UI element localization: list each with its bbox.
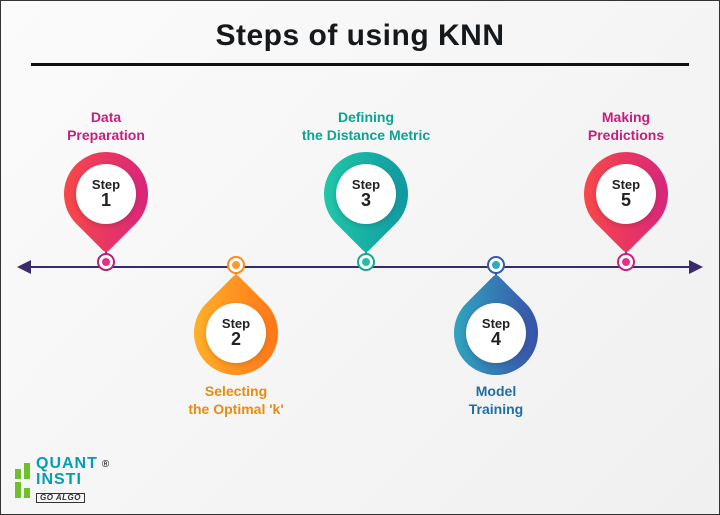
page-title: Steps of using KNN bbox=[1, 1, 719, 53]
step-pin-inner: Step3 bbox=[336, 164, 396, 224]
step-number: 1 bbox=[101, 191, 111, 210]
step-pin-icon: Step2 bbox=[194, 291, 278, 375]
step-5: Making Predictions Step5 bbox=[556, 109, 696, 271]
logo-text: QUANT INSTI GO ALGO bbox=[36, 456, 98, 504]
step-2: Step2 Selecting the Optimal 'k' bbox=[166, 257, 306, 418]
logo-sub: GO ALGO bbox=[36, 493, 85, 503]
registered-icon: ® bbox=[102, 459, 109, 470]
step-pin-inner: Step1 bbox=[76, 164, 136, 224]
step-label: Data Preparation bbox=[36, 109, 176, 144]
step-pin-icon: Step5 bbox=[584, 152, 668, 236]
step-4: Step4 Model Training bbox=[426, 257, 566, 418]
timeline-dot-icon bbox=[487, 256, 505, 274]
step-pin-icon: Step3 bbox=[324, 152, 408, 236]
step-pin-inner: Step5 bbox=[596, 164, 656, 224]
logo-mark-icon bbox=[15, 463, 30, 498]
step-word: Step bbox=[352, 178, 380, 192]
timeline-dot-icon bbox=[357, 253, 375, 271]
step-word: Step bbox=[222, 317, 250, 331]
timeline-dot-icon bbox=[97, 253, 115, 271]
step-word: Step bbox=[482, 317, 510, 331]
step-word: Step bbox=[92, 178, 120, 192]
step-number: 5 bbox=[621, 191, 631, 210]
logo-line2: INSTI bbox=[36, 472, 98, 488]
step-pin-inner: Step4 bbox=[466, 303, 526, 363]
step-label: Model Training bbox=[426, 383, 566, 418]
arrow-left-icon bbox=[17, 260, 31, 274]
step-3: Defining the Distance Metric Step3 bbox=[296, 109, 436, 271]
step-label: Selecting the Optimal 'k' bbox=[166, 383, 306, 418]
timeline-dot-icon bbox=[227, 256, 245, 274]
title-underline bbox=[31, 63, 689, 66]
step-pin-icon: Step1 bbox=[64, 152, 148, 236]
timeline-dot-icon bbox=[617, 253, 635, 271]
step-label: Defining the Distance Metric bbox=[296, 109, 436, 144]
step-1: Data Preparation Step1 bbox=[36, 109, 176, 271]
step-word: Step bbox=[612, 178, 640, 192]
step-number: 3 bbox=[361, 191, 371, 210]
logo-line1: QUANT bbox=[36, 456, 98, 472]
step-number: 4 bbox=[491, 330, 501, 349]
brand-logo: QUANT INSTI GO ALGO ® bbox=[15, 456, 111, 504]
step-pin-icon: Step4 bbox=[454, 291, 538, 375]
step-pin-inner: Step2 bbox=[206, 303, 266, 363]
step-label: Making Predictions bbox=[556, 109, 696, 144]
step-number: 2 bbox=[231, 330, 241, 349]
